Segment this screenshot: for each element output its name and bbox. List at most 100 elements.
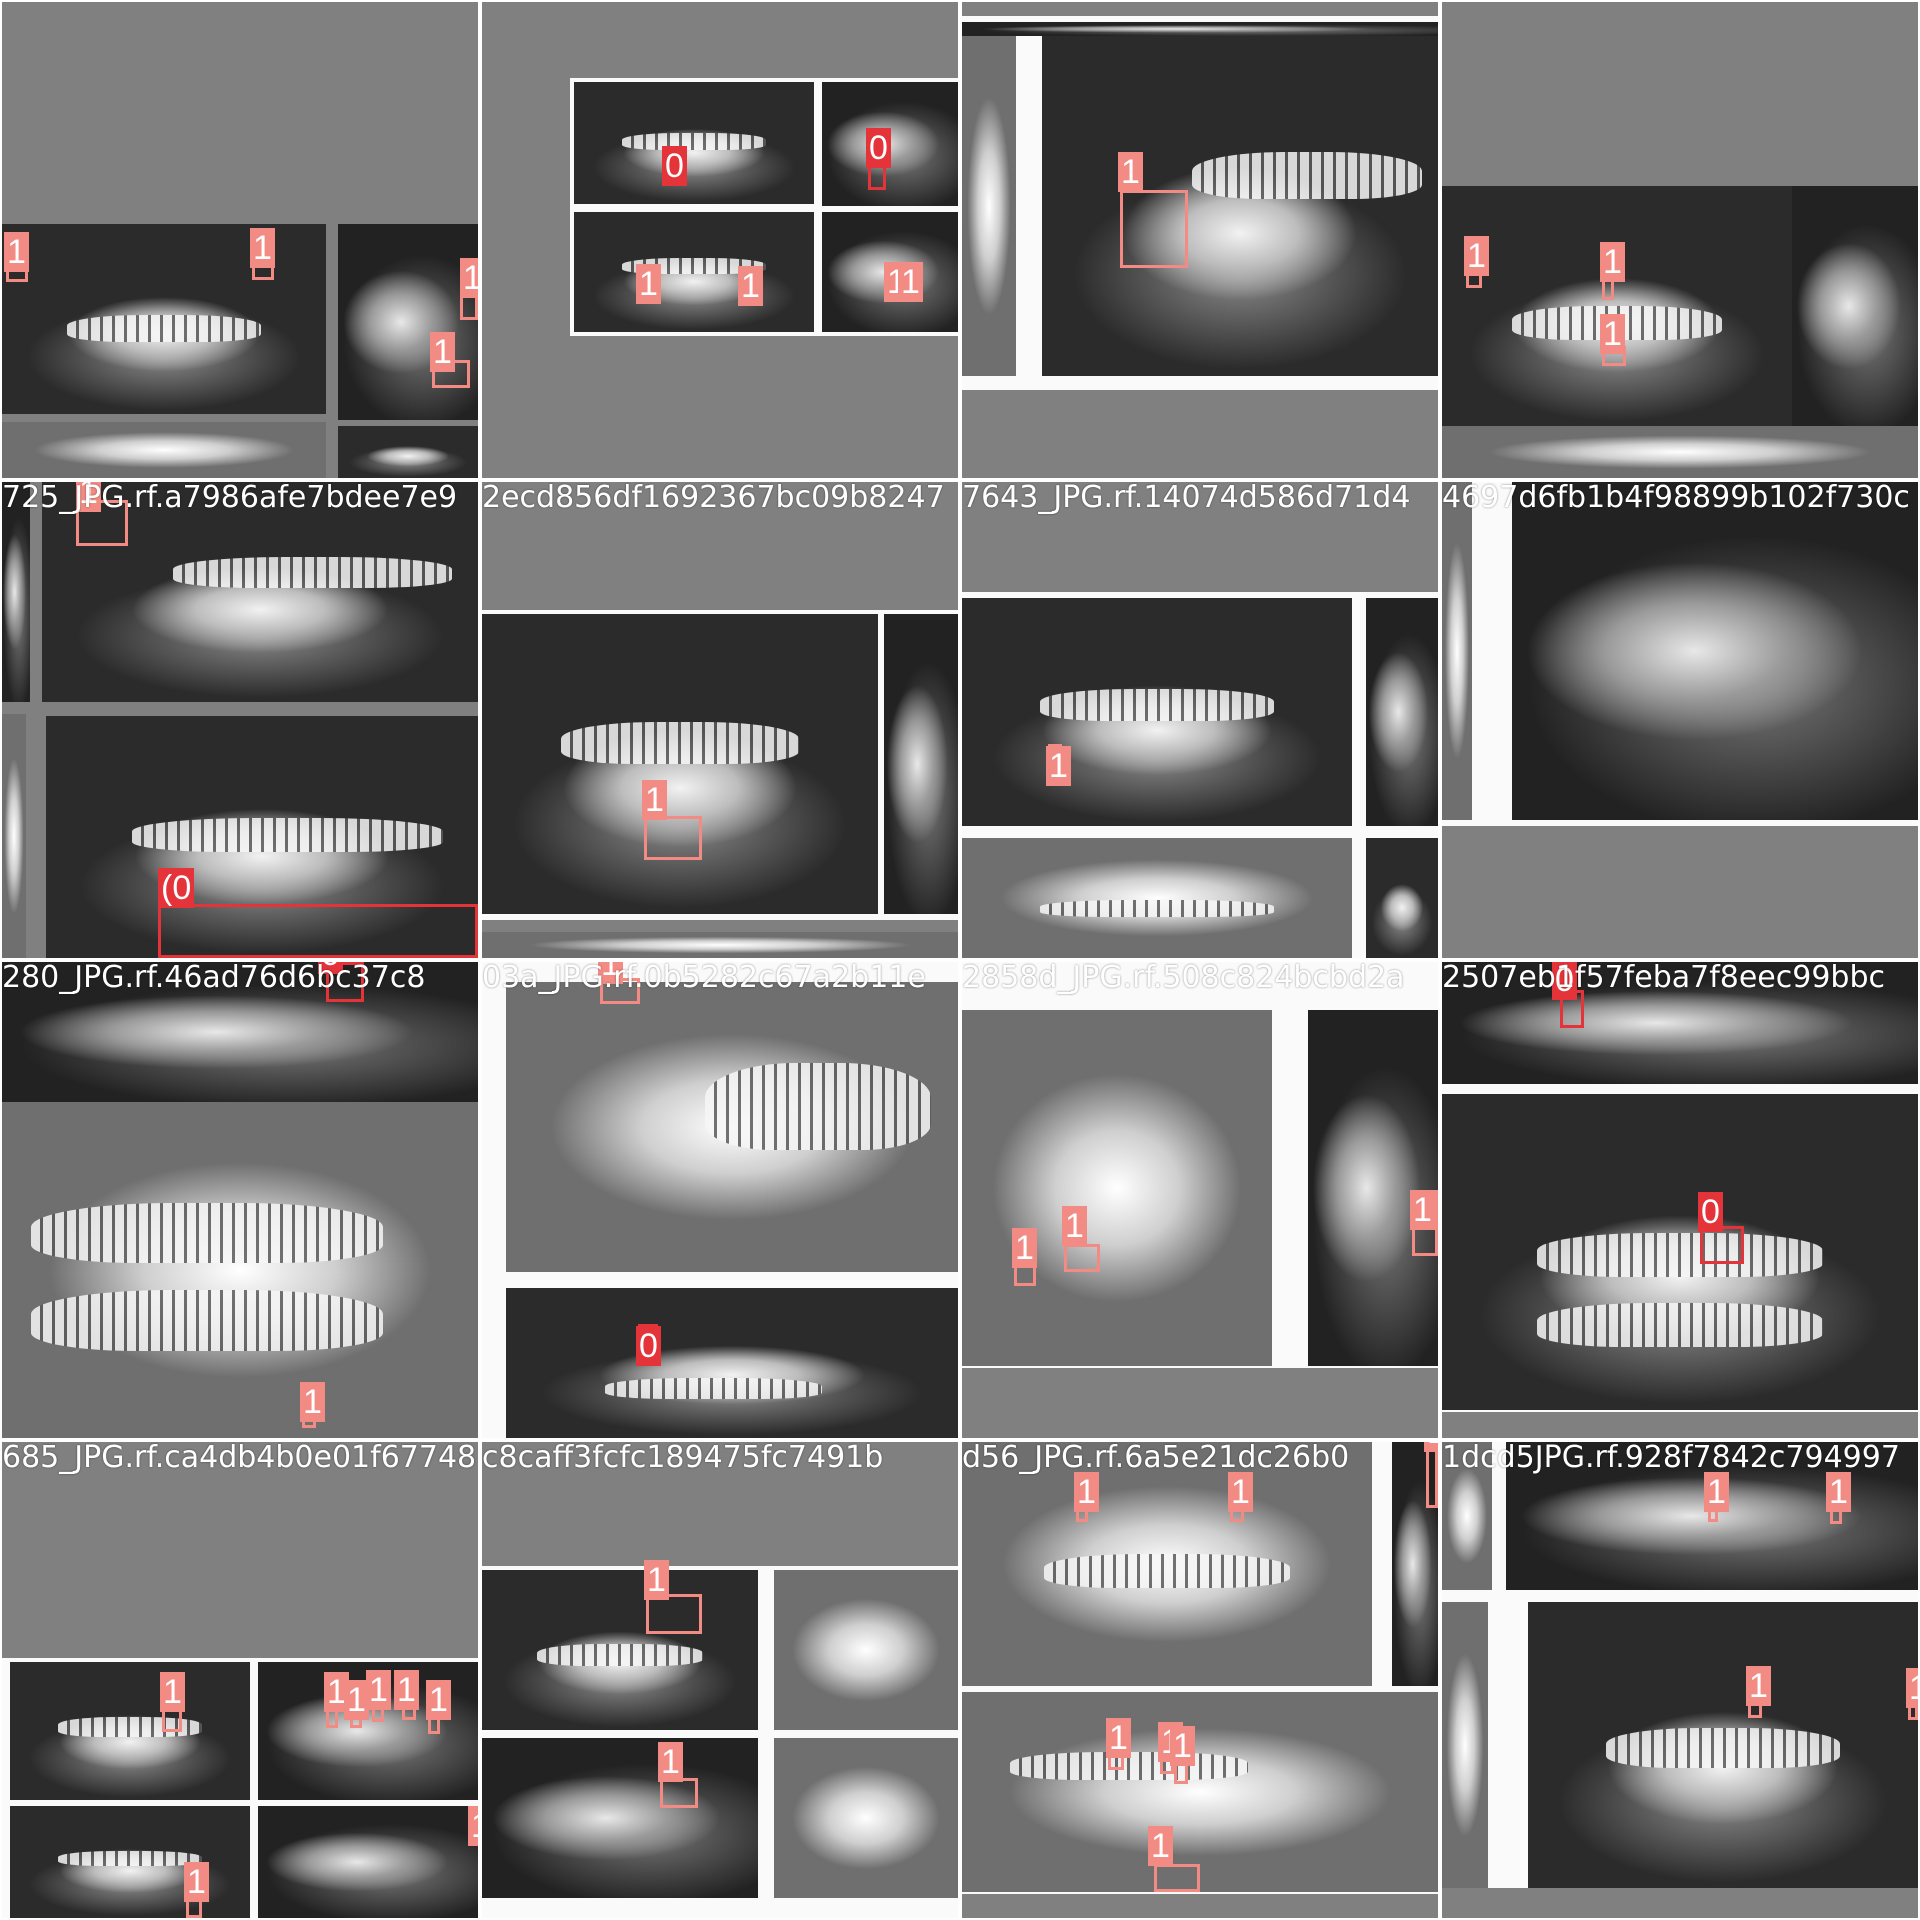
xray-image — [1442, 1602, 1488, 1888]
class-tag: 1 — [1704, 1472, 1729, 1512]
class-tag: 1 — [1424, 1442, 1438, 1452]
image-filename: 7643_JPG.rf.14074d586d71d4 — [962, 482, 1411, 515]
xray-image — [962, 36, 1016, 376]
mosaic-tile-16: 1 1 1 1 1dcd5JPG.rf.928f7842c794997 — [1442, 1442, 1918, 1918]
class-tag: 1 — [598, 962, 623, 984]
mosaic-tile-4: 1 1 1 — [1442, 2, 1918, 478]
xray-image — [1442, 482, 1472, 820]
class-tag: 1 — [160, 1672, 185, 1712]
bbox-class-1 — [660, 1778, 698, 1808]
xray-image — [482, 614, 878, 914]
xray-image — [2, 224, 326, 414]
bbox-class-0 — [158, 904, 478, 958]
class-tag: 1 — [1906, 1668, 1918, 1708]
xray-image — [1506, 1442, 1918, 1590]
xray-image — [1392, 1442, 1438, 1686]
mosaic-tile-11: 1 1 1 2858d_JPG.rf.508c824bcbd2a — [962, 962, 1438, 1438]
image-filename: 2858d_JPG.rf.508c824bcbd2a — [962, 962, 1405, 995]
image-filename: 1dcd5JPG.rf.928f7842c794997 — [1442, 1442, 1900, 1475]
class-tag: 0 — [1698, 1192, 1723, 1232]
xray-image — [962, 22, 1438, 36]
image-filename: c8caff3fcfc189475fc7491b — [482, 1442, 884, 1475]
image-filename: d56_JPG.rf.6a5e21dc26b0 — [962, 1442, 1350, 1475]
xray-image — [10, 1806, 250, 1918]
class-tag: 1 — [366, 1670, 391, 1710]
xray-image — [1512, 482, 1918, 820]
xray-image — [258, 1806, 478, 1918]
class-tag: 1 — [1148, 1826, 1173, 1866]
xray-image — [1528, 1602, 1918, 1888]
class-tag: 1 — [1106, 1718, 1131, 1758]
xray-image — [1442, 1442, 1492, 1590]
xray-image — [1442, 1094, 1918, 1410]
bbox-class-1 — [644, 816, 702, 860]
xray-image — [962, 1010, 1272, 1366]
mosaic-tile-7: 1 7643_JPG.rf.14074d586d71d4 — [962, 482, 1438, 958]
xray-image — [338, 224, 478, 420]
class-tag: 1 — [344, 1680, 369, 1720]
xray-image — [962, 1692, 1438, 1892]
mosaic-tile-12: 0 0 2507eb1f57feba7f8eec99bbc — [1442, 962, 1918, 1438]
class-tag: 1 — [468, 1806, 478, 1846]
xray-image — [2, 482, 30, 702]
xray-image — [482, 932, 958, 958]
xray-image — [42, 482, 478, 702]
class-tag: 0 — [1552, 962, 1577, 1000]
mosaic-tile-13: 1 1 1 1 1 1 1 1 685_JPG.rf.ca4db4b0e01f6… — [2, 1442, 478, 1918]
xray-image — [2, 1102, 478, 1438]
image-filename: 280_JPG.rf.46ad76d6bc37c8 — [2, 962, 426, 995]
class-tag: 1 — [1410, 1190, 1435, 1230]
class-tag: 1 — [898, 262, 923, 302]
class-tag: 1 — [300, 1382, 325, 1422]
class-tag: 1 — [76, 482, 101, 512]
mosaic-tile-1: 1 1 1 1 — [2, 2, 478, 478]
bbox-class-1 — [1064, 1244, 1100, 1272]
class-tag: 0 — [636, 1326, 661, 1366]
xray-image — [774, 1738, 958, 1898]
xray-image — [338, 426, 478, 478]
class-tag: 1 — [1746, 1666, 1771, 1706]
class-tag: 1 — [636, 264, 661, 304]
image-filename: 03a_JPG.rf.0b5282c67a2b11e — [482, 962, 926, 995]
class-tag: 1 — [1062, 1206, 1087, 1246]
xray-image — [46, 716, 478, 958]
class-tag: 1 — [4, 232, 29, 272]
xray-image — [2, 422, 326, 478]
class-tag: 1 — [658, 1742, 683, 1782]
bbox-class-1 — [76, 500, 128, 546]
xray-image — [1792, 186, 1918, 426]
xray-image — [482, 1570, 758, 1730]
xray-image — [1366, 838, 1438, 958]
xray-image — [1442, 186, 1792, 426]
bbox-class-1 — [646, 1594, 702, 1634]
image-filename: 4697d6fb1b4f98899b102f730c — [1442, 482, 1910, 515]
xray-image — [1442, 962, 1918, 1084]
class-tag: 1 — [1074, 1472, 1099, 1512]
class-tag: 1 — [1170, 1726, 1195, 1766]
xray-image — [10, 1662, 250, 1800]
xray-image — [506, 982, 958, 1272]
class-tag: 1 — [1600, 242, 1625, 282]
class-tag: 1 — [642, 780, 667, 820]
class-tag: 1 — [1046, 746, 1071, 786]
class-tag: 1 — [184, 1862, 209, 1902]
bbox-class-0 — [326, 962, 364, 1002]
bbox-class-1 — [1154, 1864, 1200, 1892]
xray-image — [962, 598, 1352, 826]
mosaic-tile-6: 1 2ecd856df1692367bc09b8247 — [482, 482, 958, 958]
xray-image — [962, 838, 1352, 958]
xray-image — [1308, 1010, 1438, 1366]
image-filename: 685_JPG.rf.ca4db4b0e01f67748 — [2, 1442, 477, 1475]
bbox-class-1 — [1120, 190, 1188, 268]
mosaic-tile-14: 1 1 c8caff3fcfc189475fc7491b — [482, 1442, 958, 1918]
mosaic-tile-3: 1 — [962, 2, 1438, 478]
xray-image — [2, 962, 478, 1102]
xray-image — [1042, 36, 1438, 376]
image-filename: 2ecd856df1692367bc09b8247 — [482, 482, 945, 515]
class-tag: 1 — [250, 228, 275, 268]
xray-image — [884, 614, 958, 914]
class-tag: (0 — [158, 868, 195, 908]
class-tag: 1 — [394, 1670, 419, 1710]
xray-image — [574, 212, 814, 332]
